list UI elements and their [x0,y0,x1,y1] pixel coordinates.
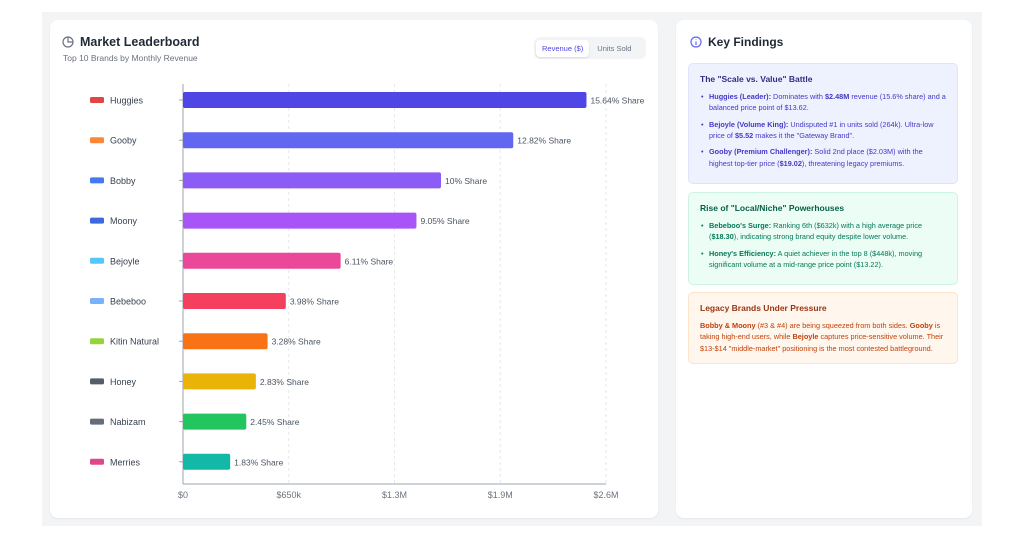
text: Solid 2nd place ($2.03M) with the highes… [709,147,923,168]
finding-label: Bejoyle (Volume King): [709,119,789,129]
text: (#3 & #4) are being squeezed from both s… [755,321,910,331]
text: Dominates with [771,92,825,102]
text: Undisputed #1 in units sold (264k). Ultr… [709,119,934,141]
data-label: 3.28% Share [272,337,321,347]
bar-kitin-natural [183,333,268,350]
data-label: 9.05% Share [420,216,469,226]
niche-box: Rise of "Local/Niche" Powerhouses Bebeboo… [688,192,958,286]
findings-title: Key Findings [690,35,783,49]
bar-huggies [183,92,587,108]
x-tick-label: $650k [276,490,301,500]
data-label: 12.82% Share [517,136,571,146]
highlight: $5.52 [734,131,754,141]
x-tick-label: $1.9M [488,490,513,500]
y-tick-label: Moony [110,216,138,226]
text: Ranking 6th ($632k) with a high average … [709,221,923,242]
toggle-revenue[interactable]: Revenue ($) [536,39,590,57]
bar-gooby [183,132,514,149]
leaderboard-card: Market Leaderboard Top 10 Brands by Mont… [50,20,658,518]
brand-logo-honey [90,378,104,385]
pie-chart-icon [62,36,74,48]
toggle-units-sold[interactable]: Units Sold [597,43,632,53]
highlight: $19.02 [779,158,802,168]
y-tick-label: Bobby [110,176,136,186]
brand-logo-moony [90,217,104,224]
text: revenue (15.6% share) and a balanced pri… [709,92,946,113]
brand-logo-bobby [90,177,104,184]
finding-label: Bebeboo's Surge: [709,221,772,231]
y-tick-label: Nabizam [110,417,146,427]
title-text: Market Leaderboard [80,35,200,49]
y-tick-label: Merries [110,457,141,467]
bar-honey [183,373,256,390]
legacy-box: Legacy Brands Under Pressure Bobby & Moon… [688,292,958,365]
brand-logo-kitin-natural [90,338,104,345]
highlight: Bobby & Moony [700,321,756,331]
bar-bebeboo [183,293,286,309]
brand-logo-huggies [90,97,104,103]
highlight: $18.30 [711,232,734,242]
text: makes it the "Gateway Brand". [753,131,855,141]
bar-chart: $0 $650k $1.3M $1.9M $2.6M Huggies 15.64% Shar… [90,84,645,500]
y-tick-label: Gooby [110,136,137,146]
finding-item: Honey's Efficiency: A quiet achiever in … [700,248,946,271]
niche-list: Bebeboo's Surge: Ranking 6th ($632k) wit… [700,220,946,270]
y-tick-label: Bejoyle [110,256,140,266]
finding-item: Gooby (Premium Challenger): Solid 2nd pl… [700,146,946,169]
finding-item: Huggies (Leader): Dominates with $2.48M … [700,91,946,114]
data-label: 2.45% Share [250,417,299,427]
metric-toggle: Revenue ($) Units Sold [534,37,646,59]
bar-bobby [183,172,442,189]
legacy-text: Bobby & Moony (#3 & #4) are being squeez… [700,320,946,354]
highlight: Gooby [909,321,933,331]
brand-logo-gooby [90,137,104,144]
finding-item: Bebeboo's Surge: Ranking 6th ($632k) wit… [700,220,946,243]
text: captures price-sensitive volume. Their $… [700,332,944,353]
bar-merries [183,453,231,470]
scale-value-list: Huggies (Leader): Dominates with $2.48M … [700,91,946,169]
y-tick-label: Honey [110,377,137,387]
text: ), indicating strong brand equity despit… [733,232,909,242]
bar-nabizam [183,413,247,430]
x-tick-label: $1.3M [382,490,407,500]
legacy-title: Legacy Brands Under Pressure [700,303,827,313]
finding-label: Huggies (Leader): [709,92,772,102]
bar-bejoyle [183,252,341,269]
y-tick-label: Huggies [110,96,144,106]
info-icon [690,36,702,48]
findings-title-text: Key Findings [708,35,784,49]
brand-logo-bejoyle [90,257,104,264]
finding-label: Honey's Efficiency: [709,248,777,258]
brand-logo-nabizam [90,418,104,425]
scale-value-title: The "Scale vs. Value" Battle [700,74,813,84]
data-label: 6.11% Share [345,256,394,266]
data-label: 2.83% Share [260,377,309,387]
findings-card: Key Findings The "Scale vs. Value" Battl… [676,20,972,518]
brand-logo-bebeboo [90,298,104,304]
bar-moony [183,212,417,229]
data-label: 1.83% Share [234,457,283,467]
x-tick-label: $0 [178,490,188,500]
text: is taking high-end users, while [700,321,941,342]
x-tick-label: $2.6M [593,490,618,500]
niche-title: Rise of "Local/Niche" Powerhouses [700,203,845,213]
leaderboard-title: Market Leaderboard [62,35,199,49]
data-label: 10% Share [445,176,487,186]
scale-value-box: The "Scale vs. Value" Battle Huggies (Lea… [688,63,958,184]
leaderboard-subtitle: Top 10 Brands by Monthly Revenue [63,53,198,63]
y-tick-label: Bebeboo [110,297,146,307]
finding-item: Bejoyle (Volume King): Undisputed #1 in … [700,119,946,142]
data-label: 15.64% Share [590,96,644,106]
text: ), threatening legacy premiums. [801,158,905,168]
y-tick-label: Kitin Natural [110,337,159,347]
highlight: Bejoyle [792,332,819,342]
finding-label: Gooby (Premium Challenger): [709,147,813,157]
text: A quiet achiever in the top 8 ($448k), m… [709,248,923,270]
highlight: $2.48M [824,92,850,102]
brand-logo-merries [90,458,104,465]
data-label: 3.98% Share [290,297,339,307]
